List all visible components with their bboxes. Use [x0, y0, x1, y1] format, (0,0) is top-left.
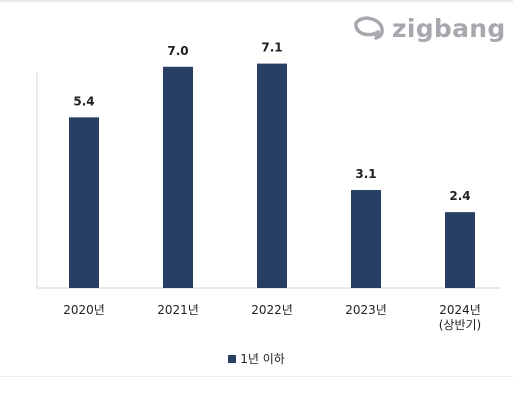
bottom-divider — [0, 376, 513, 377]
top-divider — [0, 0, 513, 2]
legend-swatch — [228, 354, 237, 363]
category-label-4-line-0: 2024년 — [439, 303, 481, 317]
category-label-2: 2022년 — [251, 303, 293, 317]
brand-name: zigbang — [392, 13, 506, 43]
value-label-3: 3.1 — [355, 167, 376, 181]
bar-3 — [351, 190, 381, 288]
category-label-3: 2023년 — [345, 303, 387, 317]
legend-label: 1년 이하 — [240, 352, 285, 366]
category-label-0: 2020년 — [63, 303, 105, 317]
zigbang-icon — [354, 16, 384, 40]
value-label-4: 2.4 — [449, 189, 470, 203]
bar-0 — [69, 117, 99, 288]
brand-logo: zigbang — [352, 12, 506, 44]
bar-chart: 5.4 2020년 7.0 2021년 7.1 2022년 3.1 2023년 2.4 2024년… — [36, 41, 500, 332]
value-label-1: 7.0 — [167, 44, 188, 58]
category-label-1: 2021년 — [157, 303, 199, 317]
legend: 1년 이하 — [0, 350, 513, 367]
value-label-2: 7.1 — [261, 41, 282, 55]
bar-4 — [445, 212, 475, 288]
value-label-0: 5.4 — [73, 94, 94, 108]
bars-group: 5.4 2020년 7.0 2021년 7.1 2022년 3.1 2023년 2.4 2024년… — [63, 41, 481, 332]
category-label-4-line-1: (상반기) — [439, 318, 481, 332]
bar-1 — [163, 66, 193, 288]
bar-2 — [257, 63, 287, 289]
